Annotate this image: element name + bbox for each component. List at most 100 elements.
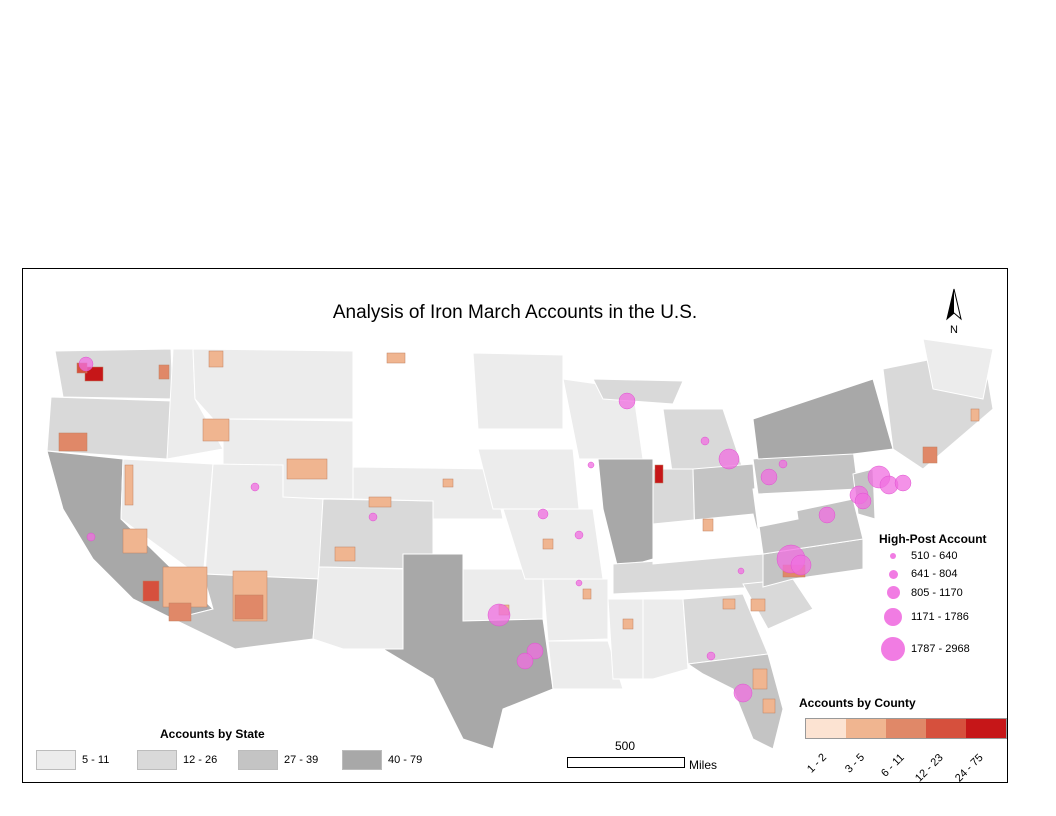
high-post-legend-title: High-Post Account <box>879 532 987 546</box>
high-post-legend-label: 1787 - 2968 <box>911 643 970 655</box>
bubble <box>760 468 778 486</box>
map-frame: Analysis of Iron March Accounts in the U… <box>22 268 1008 783</box>
state-maine <box>922 338 994 400</box>
bubble <box>526 642 544 660</box>
state-michigan-up <box>592 378 684 405</box>
state-mississippi <box>607 598 644 680</box>
state-new-mexico <box>312 566 404 650</box>
state-legend-item: 40 - 79 <box>342 749 422 771</box>
state-montana <box>192 348 354 420</box>
state-texas <box>343 553 554 750</box>
north-arrow-icon: N <box>946 288 962 336</box>
high-post-legend-label: 805 - 1170 <box>911 586 963 599</box>
bubble <box>587 461 595 469</box>
state-legend-item: 5 - 11 <box>36 749 109 771</box>
state-swatch <box>238 750 278 770</box>
scale-value: 500 <box>615 739 636 753</box>
county-patch <box>702 518 714 532</box>
bubble-icon <box>881 637 905 661</box>
state-shapes <box>46 338 994 750</box>
north-label: N <box>950 324 958 336</box>
state-iowa <box>477 448 580 510</box>
bubble-icon <box>890 553 896 559</box>
state-illinois <box>597 458 654 570</box>
bubble <box>706 651 716 661</box>
bubble <box>487 603 511 627</box>
county-patch <box>750 598 766 612</box>
county-patch <box>334 546 356 562</box>
bubble <box>718 448 740 470</box>
high-post-legend-item: 510 - 640 <box>879 550 957 562</box>
county-swatch <box>806 719 846 738</box>
state-swatch <box>36 750 76 770</box>
county-patch <box>752 668 768 690</box>
county-patches <box>58 350 980 714</box>
bubble-icon <box>888 569 898 579</box>
bubble <box>618 392 636 410</box>
state-swatch <box>342 750 382 770</box>
bubble <box>733 683 753 703</box>
county-patch <box>58 432 88 452</box>
county-patch <box>654 464 664 484</box>
bubble <box>737 567 745 575</box>
county-patch <box>970 408 980 422</box>
county-patch <box>158 364 170 380</box>
bubble-icon <box>884 608 902 626</box>
county-patch <box>442 478 454 488</box>
county-swatch <box>886 719 926 738</box>
state-north-dakota <box>352 350 474 410</box>
county-patch <box>162 566 208 608</box>
state-virginia <box>757 498 864 555</box>
county-patch <box>122 528 148 554</box>
bubble <box>537 508 549 520</box>
state-legend-label: 5 - 11 <box>82 754 110 766</box>
state-legend-label: 27 - 39 <box>284 754 319 766</box>
bubble <box>575 579 583 587</box>
bubble <box>894 474 912 492</box>
bubble <box>78 356 94 372</box>
high-post-legend-item: 805 - 1170 <box>879 586 963 599</box>
state-south-dakota <box>352 408 479 470</box>
bubble <box>368 512 378 522</box>
high-post-legend-item: 641 - 804 <box>879 568 957 580</box>
state-legend-label: 40 - 79 <box>388 754 423 766</box>
state-swatch <box>137 750 177 770</box>
bubble <box>516 652 534 670</box>
map-title: Analysis of Iron March Accounts in the U… <box>332 302 698 323</box>
scale-unit: Miles <box>689 758 718 772</box>
county-swatch <box>926 719 966 738</box>
county-patch <box>168 602 192 622</box>
high-post-legend-label: 1171 - 1786 <box>911 611 969 623</box>
high-post-legend-item: 1787 - 2968 <box>879 637 970 661</box>
county-patch <box>234 594 264 620</box>
county-patch <box>722 598 736 610</box>
high-post-legend-label: 641 - 804 <box>911 568 958 580</box>
scale-bar <box>567 757 685 768</box>
county-swatch <box>846 719 886 738</box>
county-patch <box>142 580 160 602</box>
county-legend-bar <box>805 718 1007 739</box>
bubble <box>574 530 584 540</box>
bubble <box>778 459 788 469</box>
county-patch <box>622 618 634 630</box>
bubble-icon <box>886 586 900 599</box>
county-patch <box>582 588 592 600</box>
county-patch <box>386 352 406 364</box>
bubble <box>854 492 872 510</box>
state-legend-title: Accounts by State <box>160 727 265 741</box>
state-legend-item: 27 - 39 <box>238 749 318 771</box>
county-swatch <box>966 719 1006 738</box>
bubble <box>700 436 710 446</box>
bubble <box>250 482 260 492</box>
north-arrow: N <box>939 287 969 337</box>
county-patch <box>368 496 392 508</box>
high-post-legend-label: 510 - 640 <box>911 550 958 562</box>
state-alabama <box>642 598 689 680</box>
state-legend-item: 12 - 26 <box>137 749 217 771</box>
county-patch <box>286 458 328 480</box>
state-minnesota <box>472 352 564 430</box>
bubble <box>86 532 96 542</box>
us-map <box>46 338 994 750</box>
county-patch <box>542 538 554 550</box>
state-new-york <box>752 378 894 460</box>
